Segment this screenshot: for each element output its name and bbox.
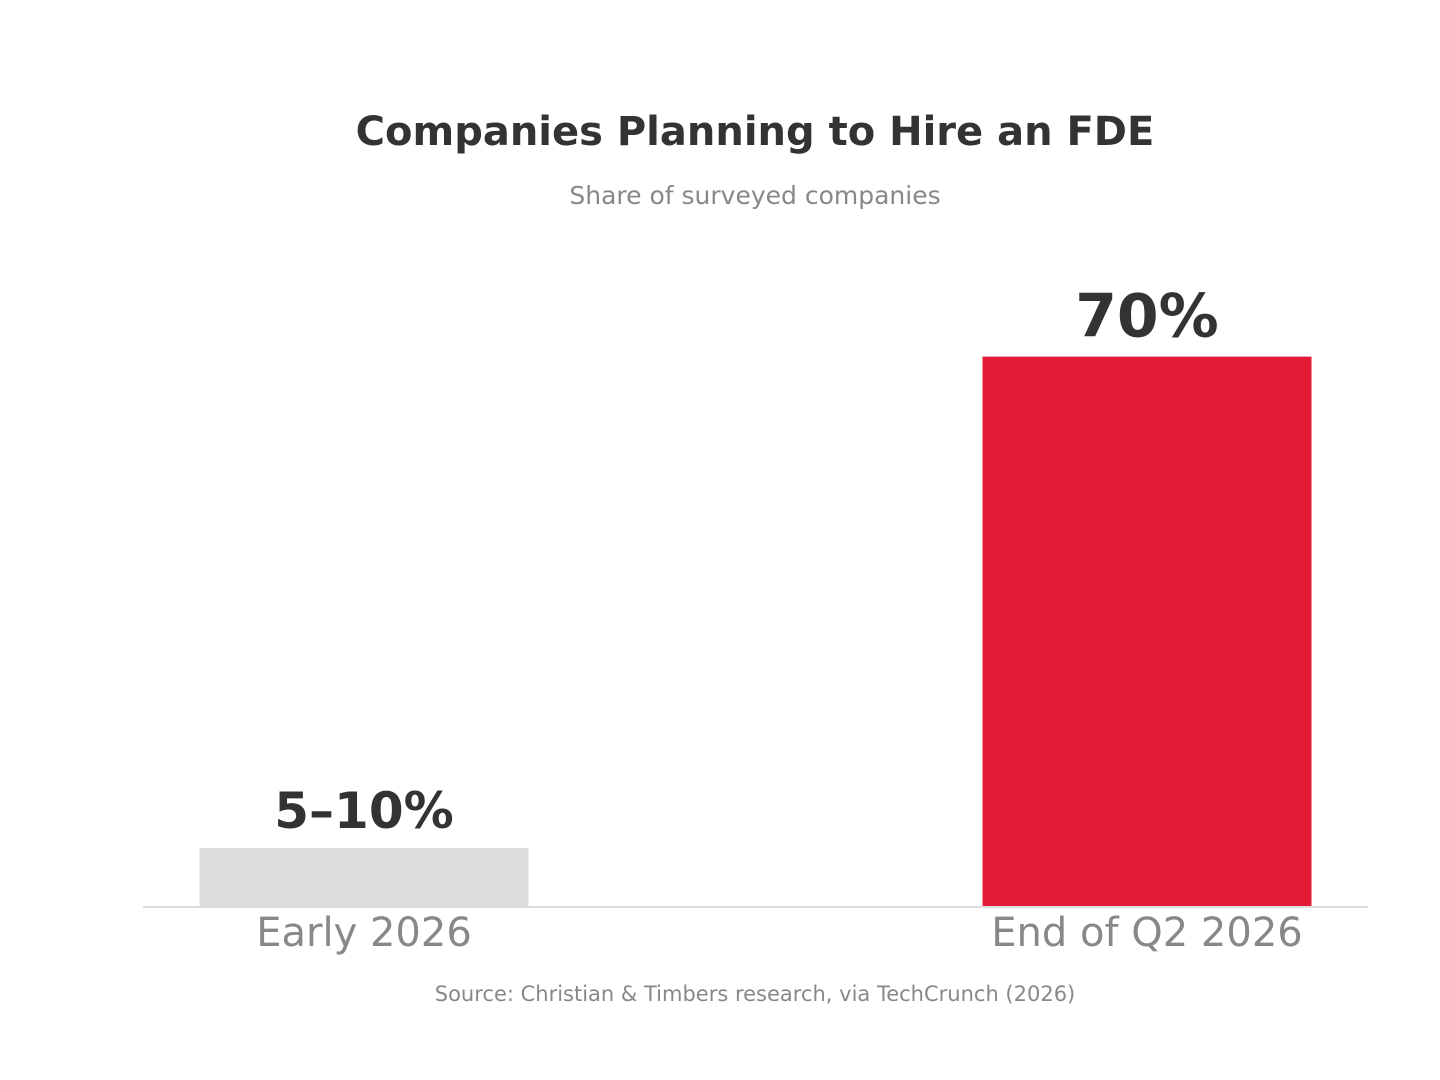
bar-value-label-1: 70% <box>1075 282 1219 352</box>
bars-group: 5–10% 70% <box>199 282 1312 907</box>
x-tick-label-0: Early 2026 <box>256 910 472 956</box>
source-note: Source: Christian & Timbers research, vi… <box>435 982 1076 1006</box>
x-axis-ticks: Early 2026 End of Q2 2026 <box>256 910 1302 956</box>
chart-subtitle: Share of surveyed companies <box>569 181 940 210</box>
bar-0 <box>199 848 529 907</box>
bar-value-label-0: 5–10% <box>274 782 453 840</box>
x-tick-label-1: End of Q2 2026 <box>991 910 1302 956</box>
bar-1 <box>982 356 1312 907</box>
chart-title: Companies Planning to Hire an FDE <box>356 109 1155 155</box>
